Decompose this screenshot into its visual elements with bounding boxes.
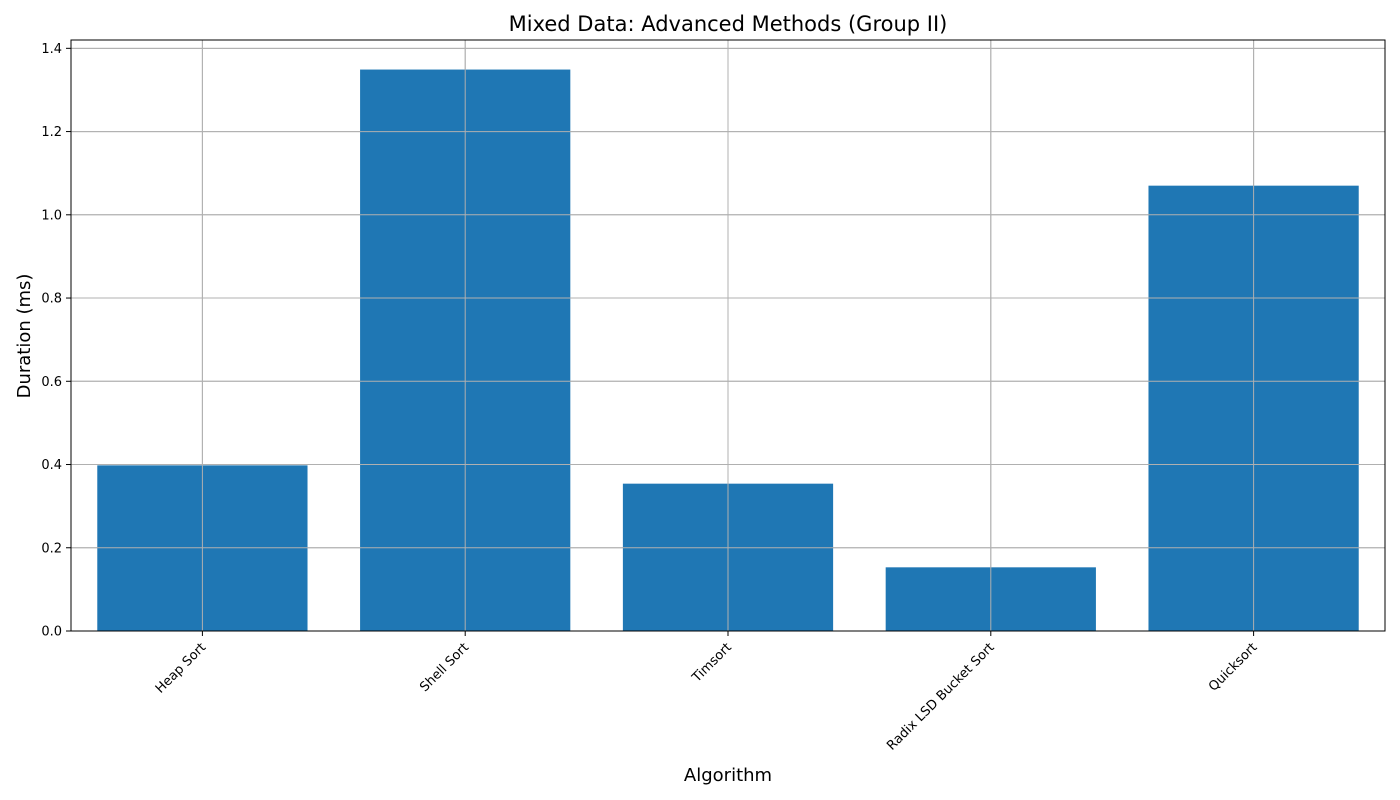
x-axis-label: Algorithm xyxy=(684,765,772,786)
y-tick-label: 1.4 xyxy=(41,42,62,57)
y-axis-label: Duration (ms) xyxy=(14,274,35,399)
bars xyxy=(71,40,1385,632)
y-tick-label: 0.8 xyxy=(41,292,62,307)
chart-title: Mixed Data: Advanced Methods (Group II) xyxy=(509,12,948,36)
x-tick-label: Radix LSD Bucket Sort xyxy=(884,640,997,753)
x-axis-ticks: Heap Sort Shell Sort Timsort Radix LSD Buck… xyxy=(153,631,1260,754)
x-tick-label: Heap Sort xyxy=(153,640,209,696)
y-tick-label: 0.2 xyxy=(41,541,62,556)
x-tick-label: Timsort xyxy=(689,640,735,686)
x-tick-label: Shell Sort xyxy=(417,640,472,695)
y-tick-label: 1.2 xyxy=(41,125,62,140)
y-tick-label: 0.0 xyxy=(41,625,62,640)
y-axis-ticks: 0.0 0.2 0.4 0.6 0.8 1.0 1.2 1.4 xyxy=(41,42,71,640)
y-tick-label: 0.4 xyxy=(41,458,62,473)
x-tick-label: Quicksort xyxy=(1206,640,1260,694)
y-tick-label: 1.0 xyxy=(41,208,62,223)
y-tick-label: 0.6 xyxy=(41,375,62,390)
